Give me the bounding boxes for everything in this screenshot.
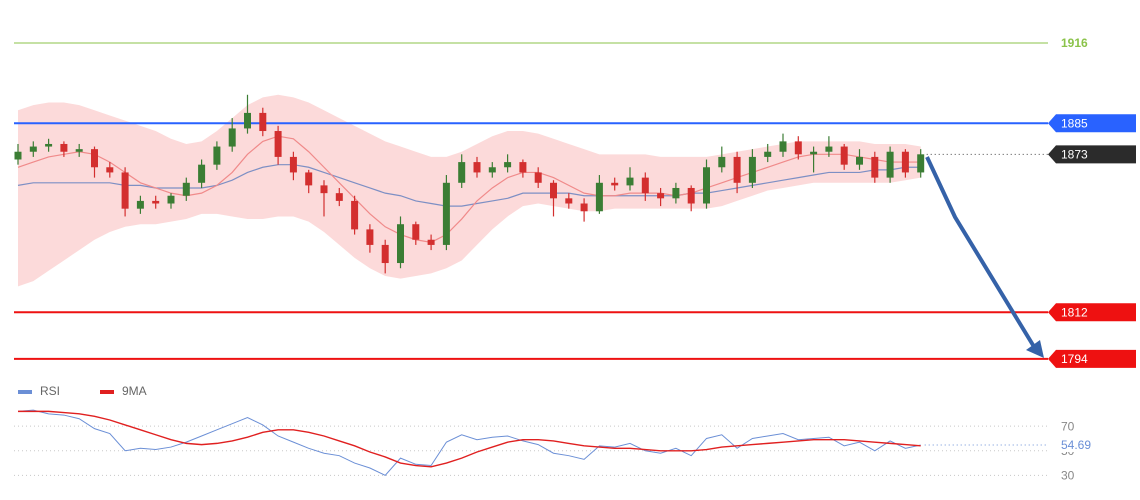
candle-body xyxy=(504,162,512,168)
candle-body xyxy=(14,151,22,160)
candle-body xyxy=(244,112,251,129)
candle-body xyxy=(29,146,37,152)
candle-body xyxy=(106,167,114,173)
candle-body xyxy=(473,162,481,173)
candle-body xyxy=(351,200,359,230)
y-tick-label: 30 xyxy=(1061,469,1075,483)
rsi-panel: 305070RSI9MA54.69 xyxy=(14,384,1098,483)
level-label-box xyxy=(1048,114,1136,133)
candle-body xyxy=(75,149,83,152)
candle-body xyxy=(825,146,833,152)
level-label: 1794 xyxy=(1061,352,1088,366)
candle-body xyxy=(519,162,527,173)
level-label: 1812 xyxy=(1061,305,1088,319)
candle-body xyxy=(397,224,404,264)
last-value-bg xyxy=(1056,437,1098,452)
candle-body xyxy=(580,203,588,212)
candle-body xyxy=(917,154,925,173)
candle-body xyxy=(748,156,756,183)
legend-label: 9MA xyxy=(122,384,147,398)
candle-body xyxy=(840,146,848,165)
candle-body xyxy=(764,151,772,157)
candle-body xyxy=(886,151,894,178)
candle-body xyxy=(871,156,879,178)
rsi-line xyxy=(17,409,921,476)
candle-body xyxy=(595,182,603,212)
candle-body xyxy=(779,141,787,152)
candle-body xyxy=(672,187,680,199)
candle-body xyxy=(136,200,144,209)
last-value-label: 54.69 xyxy=(1061,438,1091,452)
forecast-arrow xyxy=(925,156,1038,352)
candle-body xyxy=(152,200,160,204)
candle-body xyxy=(856,156,863,165)
candle-body xyxy=(626,177,634,186)
candle-body xyxy=(167,195,175,204)
candle-body xyxy=(550,182,557,199)
candle-body xyxy=(320,185,328,194)
candle-body xyxy=(901,151,909,173)
level-label-box xyxy=(1048,145,1136,164)
level-label: 1885 xyxy=(1061,116,1088,130)
arrow-head xyxy=(1026,340,1044,358)
level-label-box xyxy=(1048,303,1136,322)
candle-body xyxy=(412,224,420,240)
candle-body xyxy=(733,156,741,183)
candle-body xyxy=(182,182,190,196)
level-label-box xyxy=(1048,349,1136,368)
bollinger-band xyxy=(18,94,921,287)
candle-body xyxy=(366,229,374,245)
y-tick-label: 70 xyxy=(1061,419,1075,433)
legend-label: RSI xyxy=(40,384,60,398)
candle-body xyxy=(703,167,710,204)
candle-body xyxy=(45,143,53,147)
candle-body xyxy=(213,146,221,165)
candle-body xyxy=(458,162,466,183)
candle-body xyxy=(442,182,450,245)
candle-body xyxy=(259,112,267,132)
candle-body xyxy=(794,141,802,155)
candle-body xyxy=(305,172,313,186)
level-label: 1873 xyxy=(1061,147,1088,161)
candle-body xyxy=(611,182,619,186)
candle-body xyxy=(427,239,435,245)
candle-body xyxy=(534,172,542,183)
level-label: 1916 xyxy=(1061,36,1088,50)
candle-body xyxy=(289,156,297,173)
candle-body xyxy=(641,177,649,194)
candle-body xyxy=(381,244,389,264)
candle-body xyxy=(810,151,818,155)
candle-body xyxy=(198,164,206,183)
candle-body xyxy=(718,156,726,168)
candle-body xyxy=(565,198,573,204)
moving-average xyxy=(17,164,921,207)
rsi-line xyxy=(18,410,921,468)
candle-body xyxy=(228,128,236,147)
candle-body xyxy=(335,193,343,201)
candle-body xyxy=(657,193,665,199)
moving-average xyxy=(17,135,921,243)
candle-body xyxy=(687,187,695,204)
candle-body xyxy=(60,143,68,152)
price-panel: 1916 1885 1873 1812 1794 xyxy=(14,36,1136,368)
candle-body xyxy=(121,172,129,209)
candle-body xyxy=(274,131,282,157)
candle-body xyxy=(488,167,496,173)
candle-body xyxy=(91,149,98,168)
